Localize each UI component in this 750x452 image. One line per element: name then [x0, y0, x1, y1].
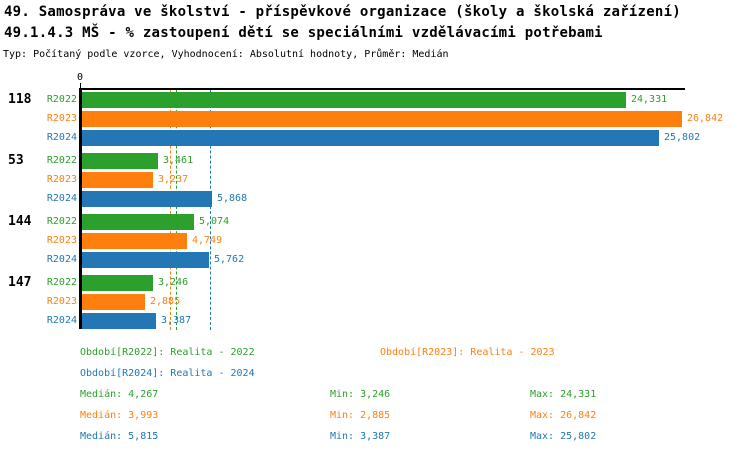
bar-53-r2022 [82, 153, 158, 169]
bar-series-label: R2024 [46, 315, 77, 326]
bar-value-label: 3,461 [163, 155, 194, 166]
median-line-r2024 [210, 90, 211, 330]
bar-144-r2024 [82, 252, 209, 268]
page-title: 49. Samospráva ve školství - příspěvkové… [4, 4, 681, 20]
bar-series-label: R2023 [46, 235, 77, 246]
bar-value-label: 26,842 [687, 113, 724, 124]
bar-118-r2022 [82, 92, 626, 108]
bar-147-r2022 [82, 275, 153, 291]
stat-min-r2022: Min: 3,246 [330, 389, 391, 400]
bar-series-label: R2022 [46, 277, 77, 288]
stat-median-r2024: Medián: 5,815 [80, 431, 159, 442]
y-axis-line [79, 88, 82, 329]
bar-144-r2023 [82, 233, 187, 249]
report-meta-line: Typ: Počítaný podle vzorce, Vyhodnocení:… [3, 49, 449, 60]
legend-item-r2024: Období[R2024]: Realita - 2024 [80, 368, 255, 379]
bar-value-label: 24,331 [631, 94, 668, 105]
bar-series-label: R2022 [46, 94, 77, 105]
stat-median-r2023: Medián: 3,993 [80, 410, 159, 421]
bar-series-label: R2023 [46, 296, 77, 307]
stat-median-r2022: Medián: 4,267 [80, 389, 159, 400]
legend-item-r2022: Období[R2022]: Realita - 2022 [80, 347, 255, 358]
chart-area: 118 R2022 24,331 R2023 26,842 R2024 25,802 53 R2… [8, 90, 724, 330]
bar-147-r2024 [82, 313, 156, 329]
group-label-53: 53 [8, 153, 24, 168]
stat-max-r2023: Max: 26,842 [530, 410, 597, 421]
bar-value-label: 3,246 [158, 277, 189, 288]
bar-value-label: 5,762 [214, 254, 245, 265]
bar-value-label: 3,387 [161, 315, 192, 326]
median-line-r2023 [170, 90, 171, 330]
bar-value-label: 3,237 [158, 174, 189, 185]
bar-53-r2024 [82, 191, 212, 207]
bar-series-label: R2023 [46, 174, 77, 185]
stat-min-r2024: Min: 3,387 [330, 431, 391, 442]
group-label-118: 118 [8, 92, 32, 107]
bar-value-label: 4,749 [192, 235, 223, 246]
stat-min-r2023: Min: 2,885 [330, 410, 391, 421]
bar-118-r2024 [82, 130, 659, 146]
group-label-144: 144 [8, 214, 32, 229]
bar-series-label: R2024 [46, 132, 77, 143]
bar-series-label: R2024 [46, 254, 77, 265]
bar-144-r2022 [82, 214, 194, 230]
bar-147-r2023 [82, 294, 145, 310]
x-axis-tick-mark [80, 83, 81, 89]
bar-value-label: 5,868 [217, 193, 248, 204]
bar-series-label: R2023 [46, 113, 77, 124]
bar-53-r2023 [82, 172, 153, 188]
stat-max-r2022: Max: 24,331 [530, 389, 597, 400]
bar-series-label: R2024 [46, 193, 77, 204]
median-line-r2022 [176, 90, 177, 330]
bar-value-label: 5,074 [199, 216, 230, 227]
stat-max-r2024: Max: 25,802 [530, 431, 597, 442]
bar-value-label: 25,802 [664, 132, 701, 143]
group-label-147: 147 [8, 275, 32, 290]
bar-series-label: R2022 [46, 216, 77, 227]
legend-item-r2023: Období[R2023]: Realita - 2023 [380, 347, 555, 358]
x-axis-line [80, 88, 685, 90]
page-subtitle: 49.1.4.3 MŠ - % zastoupení dětí se speci… [4, 25, 603, 41]
x-axis-tick-label: 0 [76, 72, 84, 83]
bar-118-r2023 [82, 111, 682, 127]
bar-value-label: 2,885 [150, 296, 181, 307]
bar-series-label: R2022 [46, 155, 77, 166]
